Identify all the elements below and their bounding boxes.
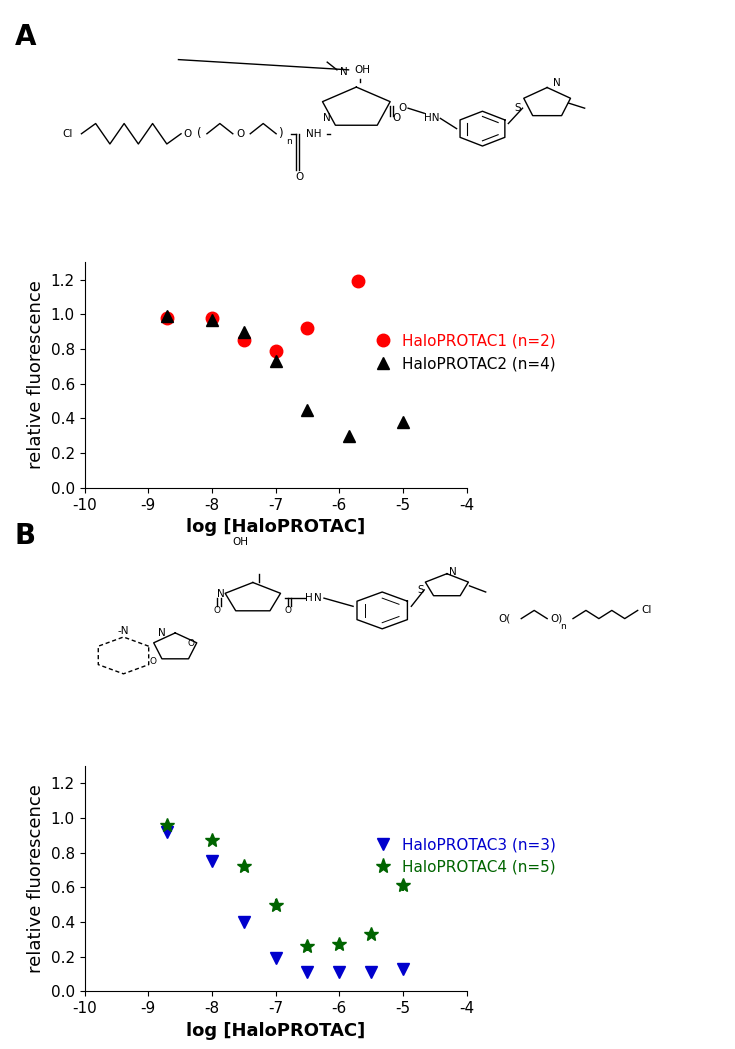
Legend: HaloPROTAC3 (n=3), HaloPROTAC4 (n=5): HaloPROTAC3 (n=3), HaloPROTAC4 (n=5) — [368, 837, 556, 875]
Text: N: N — [340, 67, 347, 78]
Text: HN: HN — [424, 113, 440, 124]
Text: O: O — [398, 103, 406, 113]
Text: O): O) — [551, 614, 562, 623]
Text: N: N — [553, 78, 561, 88]
Text: B: B — [15, 522, 36, 551]
Text: Cl: Cl — [641, 605, 651, 616]
Text: O: O — [214, 606, 220, 615]
Legend: HaloPROTAC1 (n=2), HaloPROTAC2 (n=4): HaloPROTAC1 (n=2), HaloPROTAC2 (n=4) — [368, 334, 556, 371]
Text: S: S — [514, 103, 521, 113]
X-axis label: log [HaloPROTAC]: log [HaloPROTAC] — [186, 518, 365, 536]
Text: O: O — [236, 129, 244, 138]
Text: N: N — [217, 590, 224, 599]
Text: S: S — [417, 585, 424, 595]
Text: n: n — [286, 137, 292, 146]
Text: O(: O( — [498, 614, 511, 623]
Text: O: O — [188, 639, 195, 647]
X-axis label: log [HaloPROTAC]: log [HaloPROTAC] — [186, 1022, 365, 1040]
Text: O: O — [392, 113, 400, 124]
Text: H: H — [304, 593, 312, 603]
Text: O: O — [149, 657, 156, 666]
Text: ): ) — [278, 127, 283, 141]
Text: N: N — [323, 113, 331, 124]
Text: O: O — [285, 606, 292, 615]
Text: -N: -N — [117, 626, 129, 636]
Text: NH: NH — [306, 129, 321, 138]
Text: N: N — [159, 628, 166, 638]
Text: OH: OH — [232, 537, 248, 547]
Text: A: A — [15, 23, 36, 51]
Text: (: ( — [197, 127, 202, 141]
Text: OH: OH — [355, 65, 370, 74]
Y-axis label: relative fluorescence: relative fluorescence — [27, 280, 45, 470]
Text: O: O — [183, 129, 191, 138]
Text: O: O — [295, 172, 303, 183]
Y-axis label: relative fluorescence: relative fluorescence — [27, 784, 45, 973]
Text: N: N — [450, 566, 457, 577]
Text: n: n — [560, 622, 566, 631]
Text: Cl: Cl — [62, 129, 73, 138]
Text: N: N — [315, 593, 322, 603]
